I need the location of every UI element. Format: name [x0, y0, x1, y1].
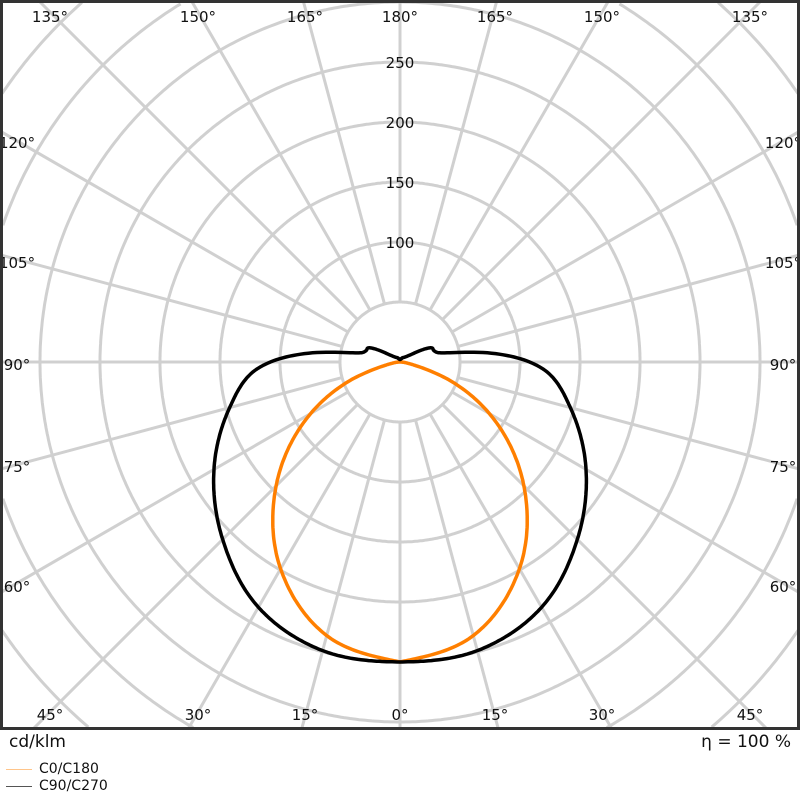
grid-spoke — [302, 2, 386, 305]
grid-spoke — [441, 403, 768, 728]
angle-label: 75° — [770, 458, 797, 476]
angle-label: 180° — [382, 8, 418, 26]
efficiency-label: η = 100 % — [701, 732, 791, 752]
radial-tick-label: 100 — [386, 234, 415, 252]
angle-label: 90° — [770, 356, 797, 374]
grid-spoke — [187, 413, 372, 728]
legend-item-c90: C90/C270 — [6, 778, 108, 795]
angle-label: 15° — [482, 706, 509, 724]
angle-label: 150° — [584, 8, 620, 26]
angle-label: 105° — [765, 254, 800, 272]
grid-spoke — [441, 2, 762, 321]
angle-label: 120° — [765, 134, 800, 152]
grid-spoke — [190, 2, 372, 311]
angle-label: 60° — [4, 578, 31, 596]
legend: C0/C180 C90/C270 — [6, 761, 108, 795]
angle-label: 165° — [287, 8, 323, 26]
angle-label: 105° — [0, 254, 35, 272]
angle-label: 45° — [37, 706, 64, 724]
grid-spoke — [457, 376, 798, 471]
legend-item-c0: C0/C180 — [6, 761, 108, 778]
grid-spoke — [428, 413, 613, 728]
grid-spoke — [300, 419, 386, 728]
grid-spoke — [2, 130, 349, 334]
angle-label: 30° — [589, 706, 616, 724]
angle-label: 45° — [737, 706, 764, 724]
angle-label: 90° — [4, 356, 31, 374]
angle-labels: 135° 150° 165° 180° 165° 150° 135° 45° 30° 15° 0° 1… — [0, 8, 800, 724]
radial-tick-labels: 100 150 200 250 — [386, 54, 415, 252]
grid-spoke — [451, 130, 798, 334]
grid-spoke — [428, 2, 610, 311]
legend-label-c90: C90/C270 — [39, 778, 108, 794]
angle-label: 60° — [770, 578, 797, 596]
grid-ring-400 — [2, 2, 798, 728]
grid-spoke — [32, 403, 359, 728]
unit-label: cd/klm — [9, 732, 66, 752]
grid-spoke — [414, 2, 498, 305]
polar-grid — [2, 2, 798, 728]
legend-swatch-c90 — [6, 786, 32, 787]
grid-spoke — [2, 376, 343, 471]
legend-label-c0: C0/C180 — [39, 761, 99, 777]
grid-spoke — [414, 419, 500, 728]
angle-label: 150° — [180, 8, 216, 26]
grid-spoke — [451, 390, 798, 594]
series-curve-c90-c270 — [211, 346, 589, 664]
grid-spoke — [2, 390, 349, 594]
angle-label: 120° — [0, 134, 35, 152]
angle-label: 30° — [185, 706, 212, 724]
grid-ring-350 — [2, 2, 798, 728]
radial-tick-label: 200 — [386, 114, 415, 132]
curves — [211, 346, 589, 664]
angle-label: 15° — [292, 706, 319, 724]
angle-label: 135° — [32, 8, 68, 26]
grid-spoke — [38, 2, 359, 321]
grid-spoke — [457, 253, 798, 348]
angle-label: 135° — [732, 8, 768, 26]
plot-frame — [0, 0, 800, 730]
radial-tick-label: 250 — [386, 54, 415, 72]
radial-tick-label: 150 — [386, 174, 415, 192]
legend-swatch-c0 — [6, 769, 32, 770]
angle-label: 75° — [4, 458, 31, 476]
angle-label: 0° — [391, 706, 408, 724]
angle-label: 165° — [477, 8, 513, 26]
grid-spoke — [2, 253, 343, 348]
